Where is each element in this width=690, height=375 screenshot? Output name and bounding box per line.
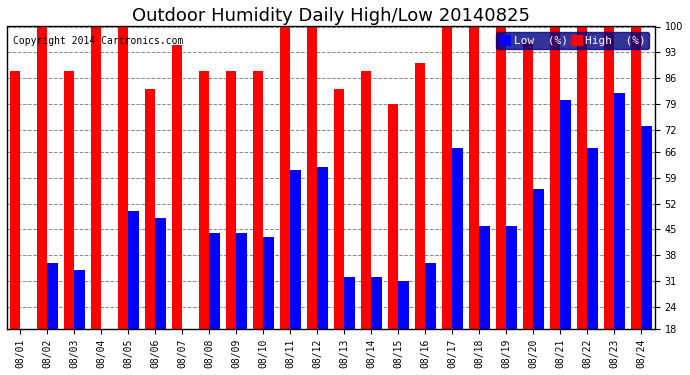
Bar	[631, 27, 642, 329]
Title: Outdoor Humidity Daily High/Low 20140825: Outdoor Humidity Daily High/Low 20140825	[132, 7, 530, 25]
Bar	[210, 233, 219, 329]
Legend: Low  (%), High  (%): Low (%), High (%)	[495, 32, 649, 49]
Bar	[37, 27, 48, 329]
Bar	[10, 71, 21, 329]
Bar	[371, 278, 382, 329]
Text: Copyright 2014 Cartronics.com: Copyright 2014 Cartronics.com	[13, 36, 184, 46]
Bar	[199, 71, 210, 329]
Bar	[75, 270, 85, 329]
Bar	[290, 170, 301, 329]
Bar	[253, 71, 264, 329]
Bar	[533, 189, 544, 329]
Bar	[604, 27, 615, 329]
Bar	[506, 226, 517, 329]
Bar	[615, 93, 624, 329]
Bar	[469, 27, 480, 329]
Bar	[496, 27, 506, 329]
Bar	[344, 278, 355, 329]
Bar	[415, 63, 426, 329]
Bar	[587, 148, 598, 329]
Bar	[48, 262, 58, 329]
Bar	[128, 211, 139, 329]
Bar	[453, 148, 463, 329]
Bar	[398, 281, 408, 329]
Bar	[560, 100, 571, 329]
Bar	[307, 27, 317, 329]
Bar	[91, 27, 101, 329]
Bar	[145, 89, 155, 329]
Bar	[442, 27, 453, 329]
Bar	[426, 262, 435, 329]
Bar	[480, 226, 490, 329]
Bar	[578, 27, 587, 329]
Bar	[550, 27, 560, 329]
Bar	[388, 104, 398, 329]
Bar	[172, 45, 182, 329]
Bar	[155, 218, 166, 329]
Bar	[226, 71, 237, 329]
Bar	[280, 27, 290, 329]
Bar	[264, 237, 274, 329]
Bar	[64, 71, 75, 329]
Bar	[334, 89, 344, 329]
Bar	[523, 41, 533, 329]
Bar	[317, 166, 328, 329]
Bar	[361, 71, 371, 329]
Bar	[237, 233, 247, 329]
Bar	[642, 126, 652, 329]
Bar	[118, 27, 128, 329]
